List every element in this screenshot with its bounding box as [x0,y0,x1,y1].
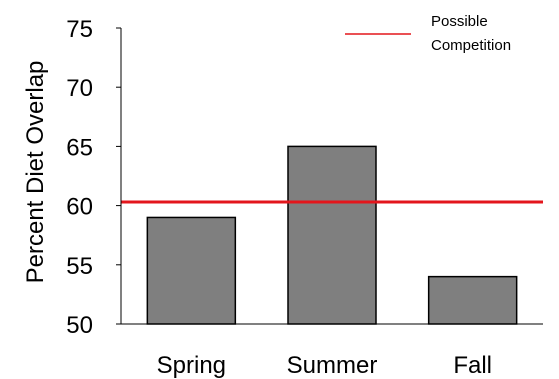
y-axis-title: Percent Diet Overlap [22,61,49,284]
bars-group [146,145,518,325]
bar-fall [427,275,518,325]
x-tick-label-summer: Summer [287,352,378,379]
legend-label-line-1: Possible [431,13,488,30]
legend-label-line-2: Competition [431,37,511,54]
y-tick-label-75: 75 [66,16,93,43]
y-tick-label-50: 50 [66,312,93,339]
x-tick-label-spring: Spring [157,352,226,379]
bar-spring [146,216,237,325]
x-tick-label-fall: Fall [453,352,492,379]
x-axis-labels: Spring Summer Fall [157,352,492,379]
bar-summer [287,145,377,325]
y-tick-label-70: 70 [66,75,93,102]
y-tick-label-65: 65 [66,134,93,161]
y-tick-label-55: 55 [66,253,93,280]
y-axis-ticks: 50 55 60 65 70 75 [66,16,121,339]
y-tick-label-60: 60 [66,194,93,221]
legend: Possible Competition [345,13,511,54]
